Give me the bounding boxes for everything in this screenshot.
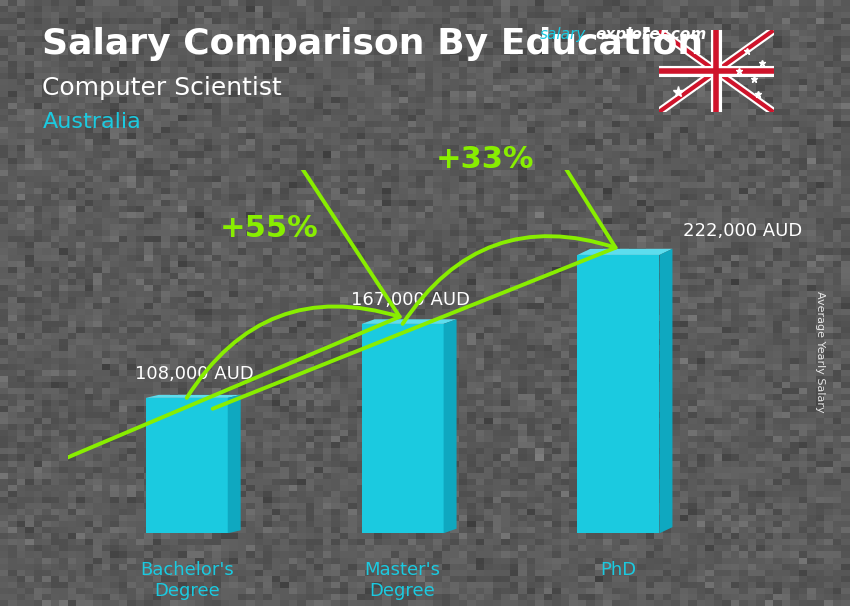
Bar (361, 324, 444, 533)
Bar (577, 255, 660, 533)
Text: PhD: PhD (600, 561, 637, 579)
Polygon shape (228, 395, 241, 533)
Polygon shape (660, 249, 672, 533)
Text: 222,000 AUD: 222,000 AUD (683, 222, 802, 240)
Text: 167,000 AUD: 167,000 AUD (351, 291, 470, 309)
Text: salary: salary (540, 27, 586, 42)
Text: Australia: Australia (42, 112, 141, 132)
Text: Salary Comparison By Education: Salary Comparison By Education (42, 27, 704, 61)
Polygon shape (444, 319, 456, 533)
Bar (145, 398, 228, 533)
Polygon shape (145, 395, 241, 398)
Polygon shape (577, 249, 672, 255)
Text: explorer.com: explorer.com (595, 27, 706, 42)
Text: Computer Scientist: Computer Scientist (42, 76, 282, 100)
Text: +55%: +55% (219, 214, 318, 243)
Text: 108,000 AUD: 108,000 AUD (135, 365, 253, 383)
Text: +33%: +33% (435, 145, 534, 174)
Text: Master's
Degree: Master's Degree (365, 561, 440, 600)
Text: Average Yearly Salary: Average Yearly Salary (815, 291, 825, 412)
Text: Bachelor's
Degree: Bachelor's Degree (140, 561, 234, 600)
FancyArrowPatch shape (212, 0, 615, 409)
FancyArrowPatch shape (0, 0, 400, 486)
Polygon shape (361, 319, 456, 324)
